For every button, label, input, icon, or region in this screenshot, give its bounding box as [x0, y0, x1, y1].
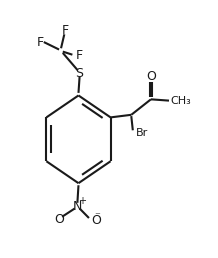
Text: Br: Br: [136, 128, 148, 138]
Text: O: O: [146, 70, 156, 83]
Text: F: F: [61, 24, 68, 37]
Text: S: S: [76, 67, 83, 80]
Text: CH₃: CH₃: [170, 96, 191, 106]
Text: N: N: [73, 200, 82, 213]
Text: F: F: [36, 36, 43, 49]
Text: O: O: [54, 213, 64, 226]
Text: +: +: [78, 196, 86, 206]
Text: F: F: [76, 49, 83, 62]
Text: ⁻: ⁻: [95, 211, 100, 221]
Text: O: O: [92, 214, 101, 227]
